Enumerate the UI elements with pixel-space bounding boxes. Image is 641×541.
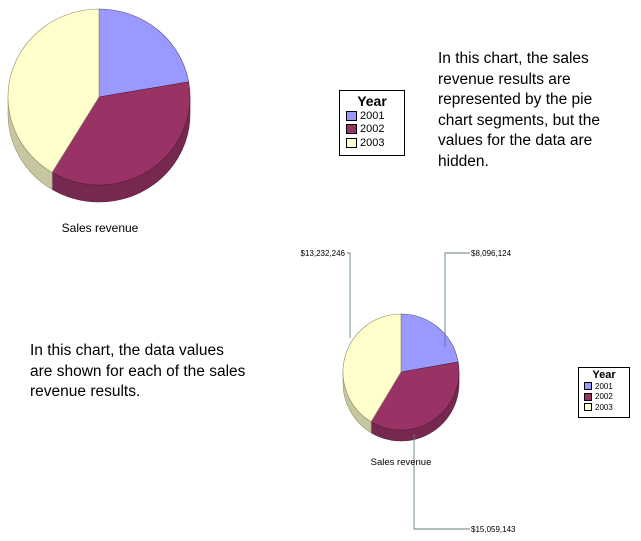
legend-item-2001: 2001 bbox=[579, 381, 629, 392]
pie-slice-2002 bbox=[51, 81, 191, 186]
legend-item-2003: 2003 bbox=[340, 136, 404, 150]
legend-swatch-2001 bbox=[346, 110, 357, 121]
legend-label: 2002 bbox=[595, 392, 613, 402]
legend-label: 2003 bbox=[360, 136, 385, 149]
legend-item-2001: 2001 bbox=[340, 109, 404, 123]
legend-label: 2001 bbox=[595, 381, 613, 391]
pie-slice-2003 bbox=[7, 8, 100, 173]
data-label-2002: $13,232,246 bbox=[301, 249, 346, 258]
pie-slice-2003 bbox=[342, 313, 402, 423]
data-label-2001: $8,096,124 bbox=[471, 249, 512, 258]
legend-title: Year bbox=[592, 369, 616, 381]
chart-description-bottom: In this chart, the data values are shown… bbox=[30, 342, 246, 400]
leader-line-2001 bbox=[444, 252, 470, 347]
legend-title: Year bbox=[357, 93, 387, 109]
legend-item-2003: 2003 bbox=[579, 402, 629, 413]
data-label-2003: $15,059,143 bbox=[471, 525, 516, 534]
legend-swatch-2002 bbox=[346, 124, 357, 135]
legend-label: 2001 bbox=[360, 109, 385, 122]
chart-legend: Year 2001 2002 2003 bbox=[339, 90, 405, 156]
pie-chart-hidden-values bbox=[7, 8, 191, 203]
pie-chart-title: Sales revenue bbox=[371, 457, 432, 468]
legend-swatch-2003 bbox=[584, 403, 592, 412]
pie-chart-title: Sales revenue bbox=[62, 221, 139, 235]
chart-legend: Year 2001 2002 2003 bbox=[578, 367, 630, 418]
legend-label: 2003 bbox=[595, 402, 613, 412]
legend-item-2002: 2002 bbox=[579, 392, 629, 403]
legend-label: 2002 bbox=[360, 123, 385, 136]
pie-slice-2001 bbox=[98, 8, 189, 98]
pie-slice-2001 bbox=[400, 313, 459, 373]
pie-chart-shown-values bbox=[342, 313, 460, 442]
leader-line-2003 bbox=[413, 434, 470, 530]
chart-description-top: In this chart, the sales revenue results… bbox=[438, 50, 600, 170]
legend-item-2002: 2002 bbox=[340, 123, 404, 137]
legend-swatch-2001 bbox=[584, 382, 592, 391]
legend-swatch-2003 bbox=[346, 137, 357, 148]
legend-swatch-2002 bbox=[584, 392, 592, 401]
pie-slice-2002 bbox=[370, 361, 460, 431]
data-label-leaders: $8,096,124 $13,232,246 $15,059,143 bbox=[301, 249, 517, 534]
leader-line-2002 bbox=[347, 252, 351, 338]
